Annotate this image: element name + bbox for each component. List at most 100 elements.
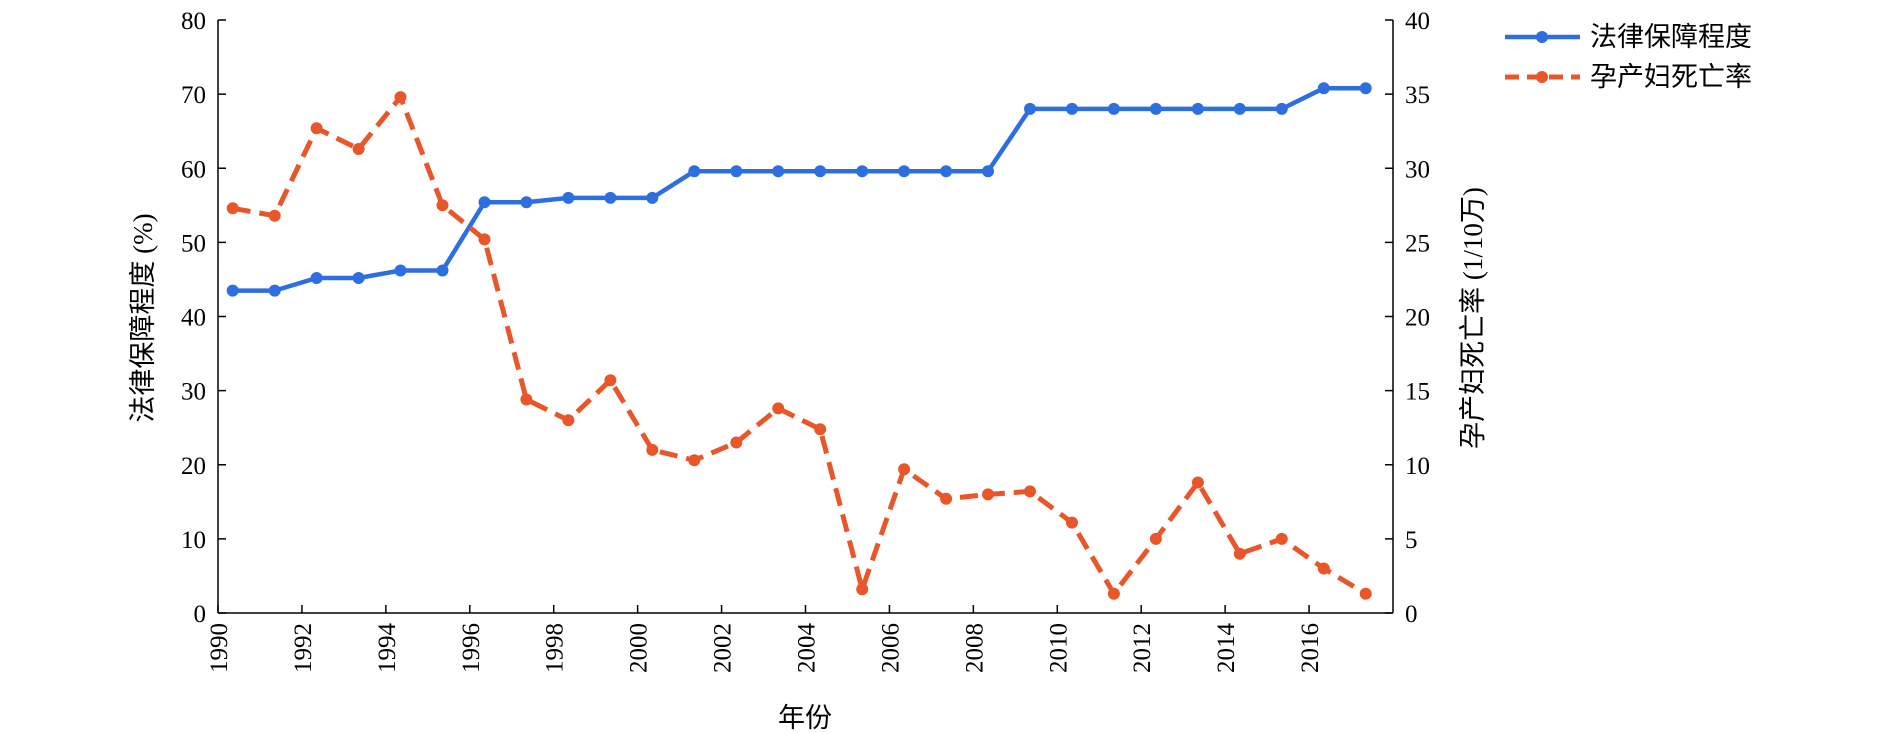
right-y-tick-label: 15 bbox=[1405, 379, 1430, 406]
left-y-tick-label: 30 bbox=[181, 379, 206, 406]
data-point-legal-protection bbox=[520, 196, 533, 209]
left-y-axis-title: 法律保障程度 (%) bbox=[128, 213, 158, 422]
legend-label-maternal-mortality: 孕产妇死亡率 bbox=[1590, 62, 1752, 92]
data-point-maternal-mortality bbox=[1233, 547, 1246, 560]
data-point-maternal-mortality bbox=[1191, 476, 1204, 489]
data-point-legal-protection bbox=[730, 165, 743, 178]
right-y-tick-label: 10 bbox=[1405, 453, 1430, 480]
right-y-tick-label: 40 bbox=[1405, 8, 1430, 35]
data-point-maternal-mortality bbox=[646, 443, 659, 456]
data-point-maternal-mortality bbox=[814, 423, 827, 436]
data-point-maternal-mortality bbox=[562, 414, 575, 427]
series-lines bbox=[232, 85, 1367, 597]
x-tick-label: 2000 bbox=[626, 623, 653, 673]
left-y-tick-label: 50 bbox=[181, 230, 206, 257]
right-y-tick-label: 25 bbox=[1405, 230, 1430, 257]
data-point-maternal-mortality bbox=[1107, 587, 1120, 600]
left-y-tick-label: 0 bbox=[194, 601, 207, 628]
data-point-maternal-mortality bbox=[1149, 532, 1162, 545]
legend-marker-legal-protection bbox=[1536, 31, 1548, 43]
legend: 法律保障程度 孕产妇死亡率 bbox=[1505, 22, 1752, 92]
axis-labels: 年份 法律保障程度 (%) 孕产妇死亡率 (1/10万) bbox=[128, 187, 1488, 733]
data-point-maternal-mortality bbox=[436, 199, 449, 212]
axes: 0 10 20 30 40 50 60 70 80 0 5 10 15 20 25 30 35 40 1990 199… bbox=[181, 8, 1430, 673]
x-tick-label: 1992 bbox=[290, 623, 317, 673]
data-point-maternal-mortality bbox=[1317, 562, 1330, 575]
right-y-tick-label: 0 bbox=[1405, 601, 1418, 628]
x-tick-label: 1996 bbox=[458, 623, 485, 673]
x-tick-label: 2012 bbox=[1129, 623, 1156, 673]
data-point-legal-protection bbox=[856, 165, 869, 178]
data-point-maternal-mortality bbox=[856, 583, 869, 596]
data-point-legal-protection bbox=[982, 165, 994, 178]
data-point-maternal-mortality bbox=[478, 233, 491, 246]
data-point-legal-protection bbox=[814, 165, 827, 178]
data-point-maternal-mortality bbox=[1024, 485, 1036, 498]
data-point-legal-protection bbox=[1149, 102, 1162, 115]
x-tick-label: 1994 bbox=[374, 623, 401, 674]
data-point-legal-protection bbox=[1275, 102, 1288, 115]
x-axis-title: 年份 bbox=[778, 703, 832, 733]
right-y-tick-label: 30 bbox=[1405, 156, 1430, 183]
data-point-maternal-mortality bbox=[1275, 532, 1288, 545]
data-point-legal-protection bbox=[940, 165, 953, 178]
legend-label-legal-protection: 法律保障程度 bbox=[1590, 22, 1752, 52]
x-tick-label: 1998 bbox=[542, 623, 569, 673]
left-y-tick-label: 60 bbox=[181, 156, 206, 183]
right-y-tick-label: 35 bbox=[1405, 82, 1430, 109]
data-point-legal-protection bbox=[1233, 102, 1246, 115]
data-point-legal-protection bbox=[604, 191, 617, 204]
data-point-maternal-mortality bbox=[520, 393, 533, 406]
data-point-maternal-mortality bbox=[226, 202, 239, 215]
data-point-legal-protection bbox=[268, 284, 281, 297]
data-point-legal-protection bbox=[1107, 102, 1120, 115]
data-point-legal-protection bbox=[562, 191, 575, 204]
right-y-axis-title: 孕产妇死亡率 (1/10万) bbox=[1458, 187, 1488, 449]
x-tick-label: 2016 bbox=[1297, 623, 1324, 673]
data-point-maternal-mortality bbox=[310, 122, 323, 135]
data-point-legal-protection bbox=[436, 264, 449, 277]
series-line-maternal-mortality bbox=[232, 94, 1367, 597]
legend-marker-maternal-mortality bbox=[1536, 71, 1548, 83]
left-y-tick-label: 10 bbox=[181, 527, 206, 554]
left-y-tick-label: 40 bbox=[181, 305, 206, 332]
right-y-tick-label: 20 bbox=[1405, 305, 1430, 332]
data-point-maternal-mortality bbox=[772, 402, 785, 415]
left-y-tick-label: 70 bbox=[181, 82, 206, 109]
data-point-legal-protection bbox=[898, 165, 911, 178]
x-tick-label: 2006 bbox=[877, 623, 904, 673]
left-y-tick-label: 80 bbox=[181, 8, 206, 35]
data-point-maternal-mortality bbox=[268, 209, 281, 222]
data-point-maternal-mortality bbox=[604, 374, 617, 387]
data-point-legal-protection bbox=[772, 165, 785, 178]
data-point-legal-protection bbox=[1066, 102, 1078, 115]
x-tick-label: 2004 bbox=[794, 623, 821, 674]
data-point-maternal-mortality bbox=[688, 454, 701, 467]
data-point-legal-protection bbox=[646, 191, 659, 204]
data-point-legal-protection bbox=[688, 165, 701, 178]
data-point-legal-protection bbox=[1359, 82, 1372, 95]
x-tick-label: 1990 bbox=[206, 623, 233, 673]
x-tick-label: 2008 bbox=[961, 623, 988, 673]
x-tick-label: 2014 bbox=[1213, 623, 1240, 674]
data-point-maternal-mortality bbox=[730, 436, 743, 449]
data-point-legal-protection bbox=[1317, 82, 1330, 95]
series-line-legal-protection bbox=[232, 85, 1366, 293]
data-point-maternal-mortality bbox=[1359, 587, 1372, 600]
x-tick-label: 2010 bbox=[1045, 623, 1072, 673]
data-point-legal-protection bbox=[394, 264, 407, 277]
data-point-maternal-mortality bbox=[1066, 516, 1078, 529]
data-point-maternal-mortality bbox=[982, 488, 994, 501]
data-point-legal-protection bbox=[1191, 102, 1204, 115]
data-point-legal-protection bbox=[310, 272, 323, 284]
data-point-maternal-mortality bbox=[898, 463, 911, 476]
data-point-maternal-mortality bbox=[394, 91, 407, 104]
series-markers bbox=[226, 82, 1372, 600]
right-y-tick-label: 5 bbox=[1405, 527, 1418, 554]
left-y-tick-label: 20 bbox=[181, 453, 206, 480]
data-point-legal-protection bbox=[352, 272, 365, 284]
data-point-maternal-mortality bbox=[352, 143, 365, 155]
data-point-legal-protection bbox=[1024, 102, 1036, 115]
x-tick-label: 2002 bbox=[710, 623, 737, 673]
